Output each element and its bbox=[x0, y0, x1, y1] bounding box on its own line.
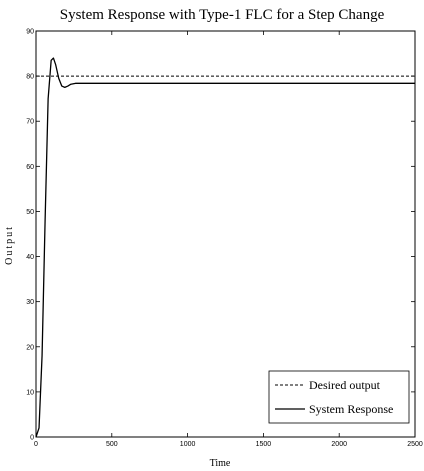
legend-box bbox=[268, 370, 410, 424]
y-axis-label: Output bbox=[4, 225, 15, 265]
legend-label: System Response bbox=[309, 402, 393, 416]
y-tick-label: 50 bbox=[26, 209, 34, 216]
y-tick-label: 30 bbox=[26, 299, 34, 306]
axis-ticks: 0 500 1000 1500 2000 2500 0 10 20 30 40 50 60 70 80 90 bbox=[26, 29, 423, 449]
plot-area bbox=[35, 30, 416, 438]
legend-label: Desired output bbox=[309, 378, 381, 392]
x-tick-label: 2000 bbox=[331, 441, 347, 448]
x-tick-label: 500 bbox=[106, 441, 118, 448]
series-lines bbox=[35, 57, 415, 438]
y-tick-label: 60 bbox=[26, 164, 34, 171]
chart-title: System Response with Type-1 FLC for a St… bbox=[60, 7, 385, 23]
x-axis-label: Time bbox=[210, 458, 231, 469]
plot-frame bbox=[35, 30, 416, 438]
series-line-system-response bbox=[35, 57, 415, 438]
legend: Desired output System Response bbox=[268, 370, 410, 424]
y-tick-label: 40 bbox=[26, 254, 34, 261]
x-tick-label: 2500 bbox=[407, 441, 423, 448]
y-tick-label: 10 bbox=[26, 389, 34, 396]
x-tick-label: 1500 bbox=[256, 441, 272, 448]
y-tick-label: 20 bbox=[26, 344, 34, 351]
y-tick-label: 70 bbox=[26, 119, 34, 126]
y-tick-label: 90 bbox=[26, 29, 34, 36]
y-tick-label: 80 bbox=[26, 74, 34, 81]
y-tick-label: 0 bbox=[30, 435, 34, 442]
x-tick-label: 1000 bbox=[180, 441, 196, 448]
x-tick-label: 0 bbox=[34, 441, 38, 448]
